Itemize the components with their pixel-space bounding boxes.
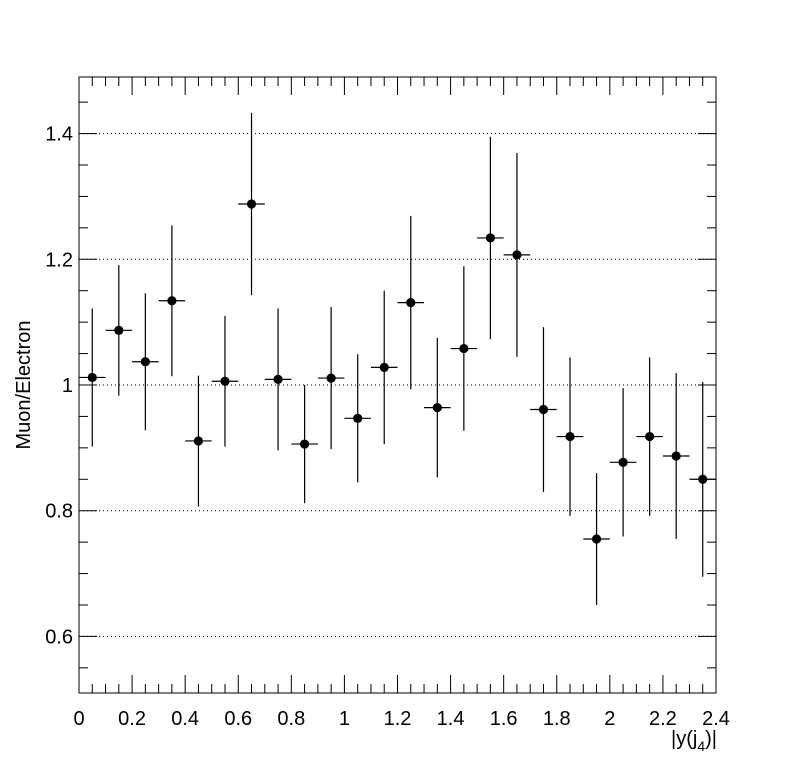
y-tick-label: 1.4 — [45, 124, 73, 146]
data-point — [185, 375, 212, 507]
x-axis-label-main: |y(j — [671, 728, 697, 750]
data-marker — [698, 474, 708, 484]
x-tick-label: 1.4 — [437, 708, 465, 730]
data-point — [317, 307, 345, 450]
x-tick-label: 2.2 — [649, 708, 677, 730]
x-tick-label: 0.2 — [118, 708, 146, 730]
data-point — [238, 112, 265, 296]
data-marker — [353, 413, 363, 423]
data-point — [609, 388, 637, 537]
x-tick-label: 1.6 — [490, 708, 518, 730]
data-marker — [167, 296, 177, 306]
data-point — [530, 327, 557, 492]
y-axis-label: Muon/Electron — [13, 321, 35, 450]
data-point — [79, 308, 106, 447]
data-marker — [300, 439, 310, 449]
y-tick-label: 0.6 — [45, 626, 73, 648]
data-points — [79, 112, 716, 605]
x-axis-label-subscript: 4 — [697, 738, 705, 754]
data-point — [450, 266, 478, 431]
data-marker — [565, 431, 575, 442]
data-point — [105, 264, 133, 396]
tick-labels: 0 0.2 0.4 0.6 0.8 1 1.2 1.4 1.6 1.8 2 2.2 2.4 0.6 0.8 1… — [45, 124, 730, 730]
y-tick-label: 1 — [62, 375, 73, 397]
x-axis-label-end: )| — [705, 728, 717, 750]
x-tick-label: 0 — [73, 708, 84, 730]
data-point — [583, 473, 610, 605]
data-marker — [140, 357, 150, 367]
data-marker — [406, 298, 416, 308]
data-marker — [220, 376, 230, 386]
data-marker — [246, 199, 257, 209]
data-point — [477, 136, 504, 340]
data-marker — [618, 457, 628, 467]
data-point — [689, 381, 716, 577]
data-point — [636, 357, 663, 516]
x-tick-label: 2 — [604, 708, 615, 730]
x-tick-label: 0.4 — [171, 708, 199, 730]
data-point — [424, 337, 451, 478]
x-tick-label: 1.8 — [543, 708, 571, 730]
data-point — [370, 290, 398, 445]
axis-ticks — [78, 77, 717, 693]
data-marker — [193, 436, 204, 446]
data-marker — [273, 374, 283, 384]
y-tick-label: 1.2 — [45, 249, 73, 271]
plot-frame — [78, 76, 717, 694]
data-marker — [459, 343, 469, 354]
grid-lines — [79, 133, 716, 637]
data-point — [397, 215, 425, 390]
data-point — [662, 373, 690, 539]
y-tick-label: 0.8 — [45, 501, 73, 523]
data-point — [344, 354, 371, 483]
data-marker — [114, 325, 124, 335]
data-marker — [326, 373, 336, 383]
data-point — [291, 385, 318, 504]
data-marker — [485, 233, 495, 243]
x-tick-label: 1.2 — [384, 708, 412, 730]
data-marker — [538, 404, 549, 415]
data-marker — [432, 403, 442, 413]
data-point — [556, 357, 584, 516]
x-axis-label: |y(j4)| — [671, 728, 717, 754]
data-marker — [645, 431, 655, 442]
data-point — [132, 293, 159, 431]
data-marker — [591, 534, 602, 544]
x-tick-label: 1 — [339, 708, 350, 730]
data-marker — [379, 362, 389, 372]
data-point — [158, 225, 186, 377]
x-tick-label: 2.4 — [702, 708, 730, 730]
data-marker — [512, 250, 522, 260]
data-marker — [671, 451, 681, 461]
x-tick-label: 0.8 — [277, 708, 305, 730]
data-marker — [87, 372, 97, 383]
x-tick-label: 0.6 — [224, 708, 252, 730]
data-point — [264, 308, 292, 451]
data-point — [211, 315, 239, 447]
data-point — [503, 153, 531, 357]
